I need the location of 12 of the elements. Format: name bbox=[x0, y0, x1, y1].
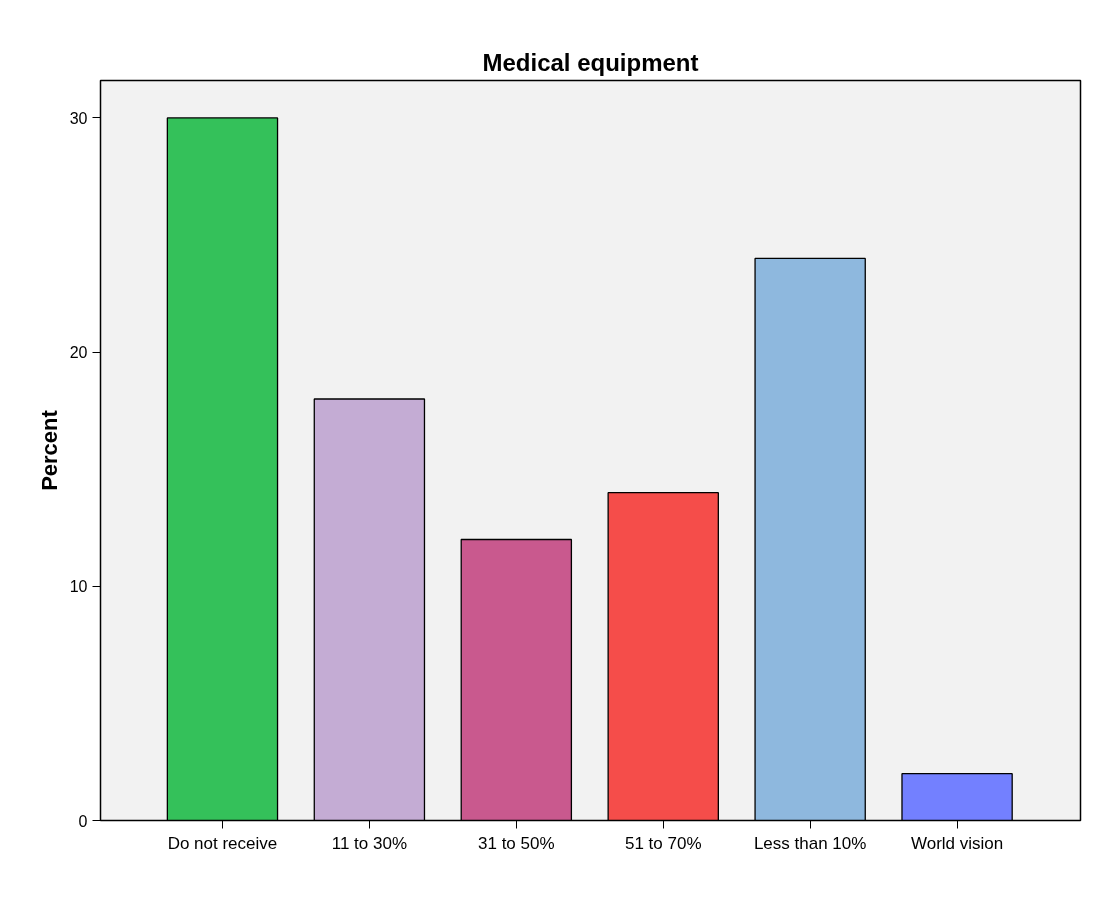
x-tick-label: Do not receive bbox=[167, 833, 278, 853]
y-axis-title: Percent bbox=[36, 409, 62, 491]
y-tick-label: 20 bbox=[69, 344, 88, 362]
x-tick-label: 11 to 30% bbox=[331, 833, 408, 853]
y-tick-label: 10 bbox=[69, 578, 88, 596]
x-tick-label: 51 to 70% bbox=[624, 833, 702, 853]
y-tick-label: 0 bbox=[78, 812, 88, 830]
x-tick-label: 31 to 50% bbox=[478, 833, 555, 853]
y-tick-label: 30 bbox=[69, 109, 88, 127]
chart-title: Medical equipment bbox=[482, 48, 699, 76]
x-tick-label: World vision bbox=[910, 833, 1004, 853]
x-tick-label: Less than 10% bbox=[753, 833, 867, 853]
